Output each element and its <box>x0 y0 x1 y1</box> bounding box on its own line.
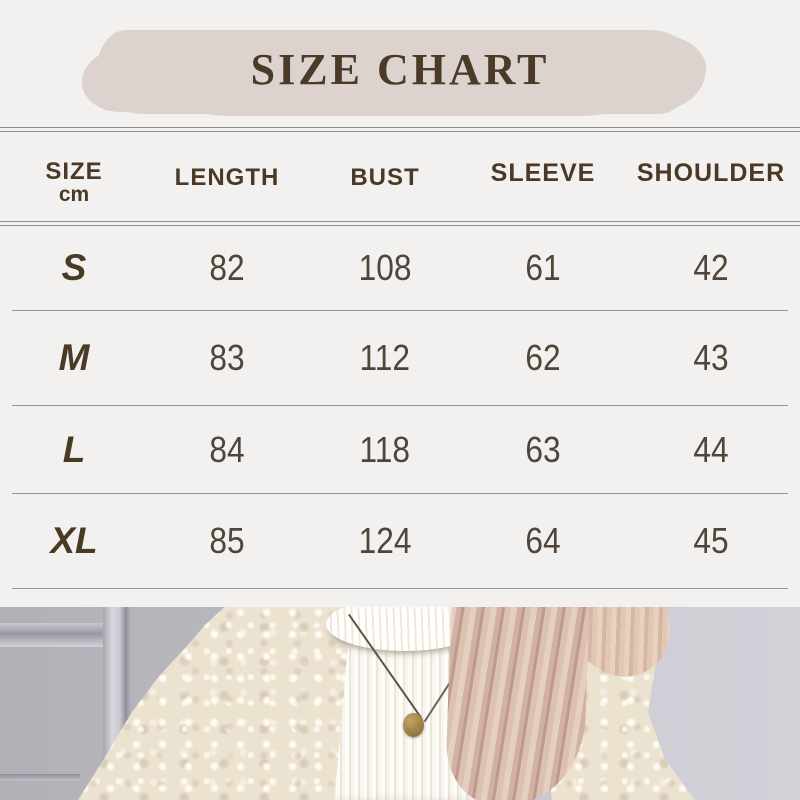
column-header-length: LENGTH <box>174 164 280 191</box>
row-divider <box>12 588 788 589</box>
size-cell: M <box>58 337 90 378</box>
column-header-shoulder: SHOULDER <box>636 158 786 187</box>
column-header-size: SIZE cm <box>0 157 148 206</box>
shoulder-cell: 44 <box>693 428 729 470</box>
top-double-divider <box>0 127 800 132</box>
sleeve-cell: 62 <box>525 337 561 378</box>
header-double-divider <box>0 221 800 226</box>
bust-cell: 108 <box>358 247 412 288</box>
brush-stroke-bulge <box>170 92 640 116</box>
shoulder-cell: 45 <box>693 520 729 561</box>
table-header-row: SIZE cm LENGTH BUST SLEEVE SHOULDER <box>0 138 800 218</box>
unit-label: cm <box>58 182 90 206</box>
wall-panel-molding <box>0 623 105 647</box>
page-title: SIZE CHART <box>250 45 550 94</box>
size-cell: S <box>61 247 87 288</box>
size-cell: L <box>62 428 86 470</box>
model-hair <box>444 607 590 800</box>
shoulder-cell: 43 <box>693 337 729 378</box>
sleeve-cell: 63 <box>525 428 561 470</box>
row-divider <box>12 405 788 406</box>
product-photo <box>0 607 800 800</box>
table-row-s: S 82 108 61 42 <box>0 226 800 310</box>
length-cell: 84 <box>209 428 245 470</box>
coin-pendant <box>403 713 424 737</box>
bust-cell: 124 <box>358 520 412 561</box>
table-row-xl: XL 85 124 64 45 <box>0 494 800 588</box>
bust-cell: 112 <box>359 337 411 378</box>
bust-cell: 118 <box>359 428 411 470</box>
length-cell: 85 <box>209 520 245 561</box>
column-header-sleeve: SLEEVE <box>490 158 596 187</box>
row-divider <box>12 493 788 494</box>
table-row-l: L 84 118 63 44 <box>0 406 800 493</box>
row-divider <box>12 310 788 311</box>
column-header-size-label: SIZE <box>45 157 103 185</box>
length-cell: 83 <box>209 337 245 378</box>
shoulder-cell: 42 <box>693 247 729 288</box>
size-cell: XL <box>50 520 98 561</box>
length-cell: 82 <box>209 247 245 288</box>
sleeve-cell: 64 <box>525 520 561 561</box>
column-header-bust: BUST <box>350 164 420 191</box>
sleeve-cell: 61 <box>525 247 561 288</box>
wall-panel-molding <box>0 774 80 781</box>
table-row-m: M 83 112 62 43 <box>0 311 800 405</box>
